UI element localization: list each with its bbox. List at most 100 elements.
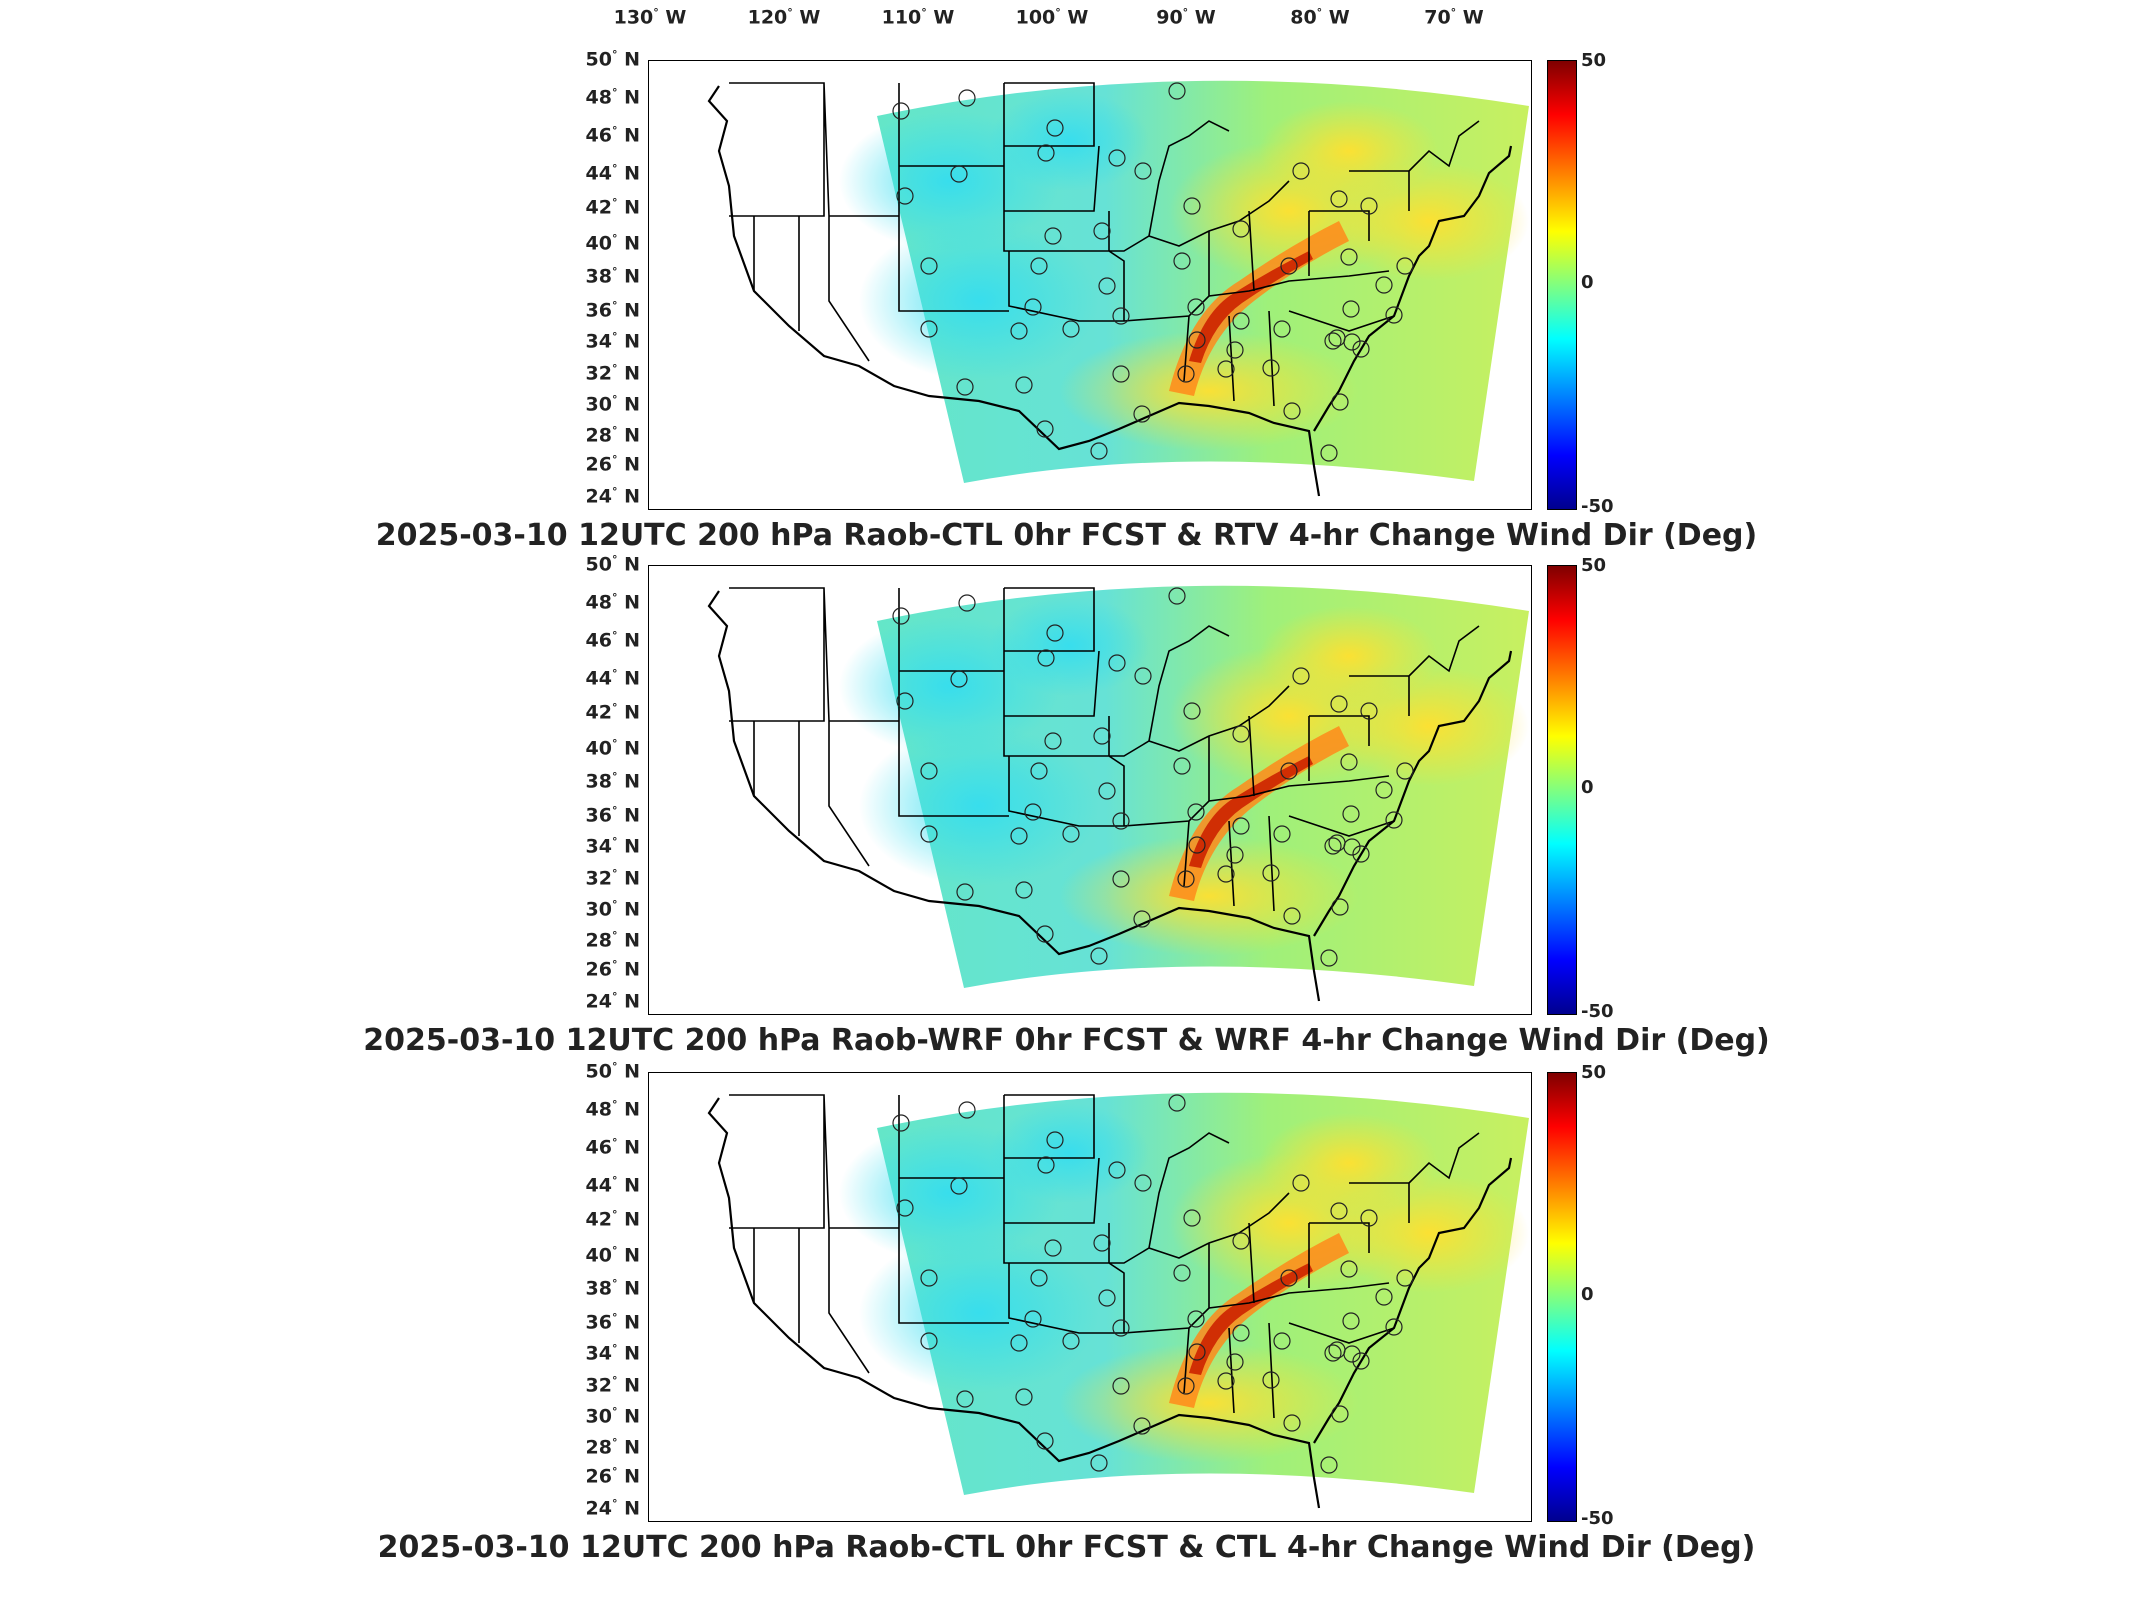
latitude-label: 48° N <box>585 1098 640 1121</box>
latitude-label: 44° N <box>585 1174 640 1197</box>
raob-station-marker <box>1093 727 1111 745</box>
raob-station-marker <box>1232 220 1250 238</box>
longitude-axis: 130° W 120° W 110° W 100° W 90° W 80° W 70° W <box>0 6 2133 36</box>
coastline <box>707 590 1513 1002</box>
raob-station-marker <box>1062 825 1080 843</box>
raob-station-marker <box>1343 1345 1361 1363</box>
map-panel-1: 50° N 48° N 46° N 44° N 42° N 40° N 38° N 36° N… <box>0 48 2133 568</box>
raob-station-marker <box>1343 838 1361 856</box>
raob-station-marker <box>1024 298 1042 316</box>
colorbar-tick-min: -50 <box>1581 496 1614 517</box>
raob-station-marker <box>1183 1209 1201 1227</box>
raob-station-marker <box>892 1114 910 1132</box>
jet-core <box>1189 756 1313 868</box>
latitude-label: 34° N <box>585 1342 640 1365</box>
raob-station-marker <box>920 1332 938 1350</box>
panel-title: 2025-03-10 12UTC 200 hPa Raob-WRF 0hr FC… <box>363 1023 1770 1058</box>
raob-station-marker <box>1036 1432 1054 1450</box>
raob-station-marker <box>1187 298 1205 316</box>
map-plot <box>648 1072 1532 1522</box>
raob-station-marker <box>1024 803 1042 821</box>
raob-station-marker <box>1036 420 1054 438</box>
raob-station-marker <box>1320 1456 1338 1474</box>
raob-station-marker <box>1343 333 1361 351</box>
raob-station-marker <box>956 883 974 901</box>
raob-station-marker <box>1330 1202 1348 1220</box>
raob-station-marker <box>1134 162 1152 180</box>
latitude-label: 44° N <box>585 667 640 690</box>
latitude-label: 28° N <box>585 1436 640 1459</box>
latitude-label: 46° N <box>585 1136 640 1159</box>
raob-station-marker <box>892 607 910 625</box>
colorbar <box>1547 60 1577 510</box>
colorbar-tick-max: 50 <box>1581 1062 1607 1083</box>
raob-station-marker <box>896 187 914 205</box>
latitude-label: 24° N <box>585 989 640 1013</box>
raob-station-marker <box>1188 331 1206 349</box>
raob-station-marker <box>920 1269 938 1287</box>
raob-station-marker <box>896 1199 914 1217</box>
latitude-label: 46° N <box>585 124 640 147</box>
raob-station-marker <box>1375 1288 1393 1306</box>
raob-station-marker <box>1331 393 1349 411</box>
state-borders <box>729 587 1480 912</box>
raob-station-marker <box>1030 762 1048 780</box>
latitude-label: 28° N <box>585 929 640 952</box>
latitude-label: 28° N <box>585 424 640 447</box>
coastline <box>707 1097 1513 1509</box>
raob-station-marker <box>1030 1269 1048 1287</box>
map-plot <box>648 565 1532 1015</box>
raob-station-marker <box>1360 702 1378 720</box>
longitude-label: 80° W <box>1290 6 1350 29</box>
latitude-label: 36° N <box>585 1310 640 1334</box>
raob-station-marker <box>1283 402 1301 420</box>
raob-station-marker <box>1090 442 1108 460</box>
raob-station-marker <box>1342 805 1360 823</box>
panel-title: 2025-03-10 12UTC 200 hPa Raob-CTL 0hr FC… <box>375 518 1758 553</box>
latitude-label: 50° N <box>585 48 640 71</box>
jet-core <box>1189 251 1313 363</box>
cool-anomaly <box>859 221 1099 381</box>
raob-station-marker <box>920 320 938 338</box>
warm-anomaly <box>1059 331 1359 451</box>
raob-station-marker <box>1217 865 1235 883</box>
raob-station-marker <box>1273 320 1291 338</box>
raob-station-marker <box>1173 252 1191 270</box>
raob-station-marker <box>1112 1319 1130 1337</box>
latitude-label: 42° N <box>585 195 640 219</box>
longitude-label: 90° W <box>1156 6 1216 29</box>
warm-anomaly <box>1059 836 1359 956</box>
latitude-label: 32° N <box>585 866 640 889</box>
raob-station-marker <box>920 257 938 275</box>
raob-station-marker <box>1046 119 1064 137</box>
raob-station-marker <box>1330 695 1348 713</box>
latitude-label: 40° N <box>585 231 640 254</box>
raob-station-marker <box>1396 257 1414 275</box>
raob-station-marker <box>1177 365 1195 383</box>
raob-station-marker <box>1183 702 1201 720</box>
raob-station-marker <box>1044 227 1062 245</box>
raob-station-marker <box>1330 190 1348 208</box>
cool-anomaly <box>859 726 1099 886</box>
raob-station-marker <box>1177 1377 1195 1395</box>
latitude-label: 44° N <box>585 162 640 185</box>
raob-station-marker <box>1396 762 1414 780</box>
colorbar-tick-mid: 0 <box>1581 272 1594 293</box>
raob-station-marker <box>1385 811 1403 829</box>
raob-station-marker <box>1177 870 1195 888</box>
raob-station-marker <box>1024 1310 1042 1328</box>
raob-station-marker <box>1090 1454 1108 1472</box>
map-panel-3: 50° N 48° N 46° N 44° N 42° N 40° N 38° N 36° N… <box>0 1060 2133 1580</box>
warm-anomaly <box>1059 1343 1359 1463</box>
raob-station-marker <box>1037 144 1055 162</box>
raob-station-marker <box>1112 1377 1130 1395</box>
raob-station-marker <box>1217 360 1235 378</box>
raob-station-marker <box>1385 306 1403 324</box>
raob-station-marker <box>1232 1324 1250 1342</box>
raob-station-marker <box>1280 1269 1298 1287</box>
state-borders <box>729 1094 1480 1419</box>
raob-station-marker <box>1283 907 1301 925</box>
latitude-label: 38° N <box>585 770 640 793</box>
raob-station-marker <box>1015 376 1033 394</box>
raob-station-marker <box>1280 257 1298 275</box>
